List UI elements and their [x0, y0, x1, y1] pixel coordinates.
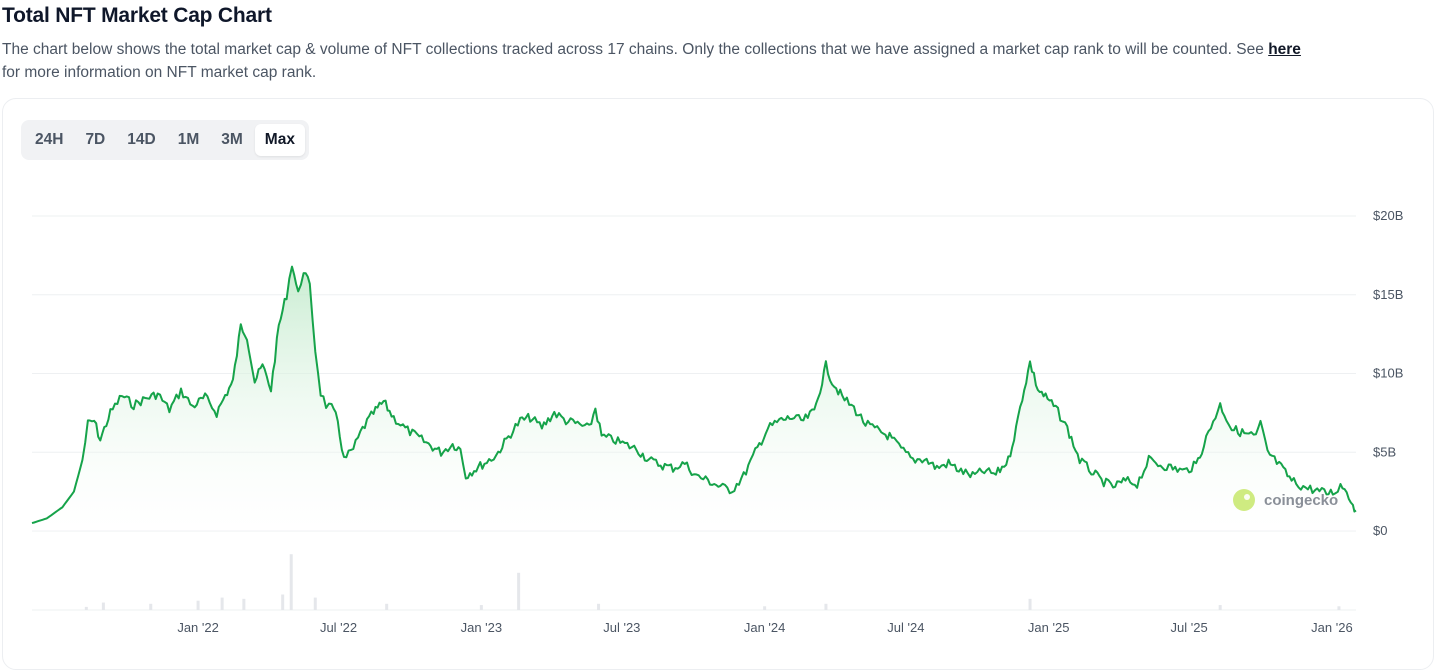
page-title: Total NFT Market Cap Chart — [2, 4, 272, 27]
coingecko-logo-icon — [1233, 489, 1255, 511]
rank-info-link[interactable]: here — [1268, 41, 1301, 58]
y-tick-label: $0 — [1373, 523, 1387, 538]
x-tick-label: Jul '24 — [887, 620, 924, 635]
range-tabs: 24H 7D 14D 1M 3M Max — [21, 120, 309, 160]
tab-7d[interactable]: 7D — [85, 131, 106, 148]
volume-bar — [479, 605, 483, 610]
page-description: The chart below shows the total market c… — [2, 38, 1422, 84]
volume-bar — [517, 572, 521, 610]
x-tick-label: Jan '25 — [1028, 620, 1070, 635]
tab-14d[interactable]: 14D — [127, 131, 156, 148]
volume-bar — [281, 594, 285, 610]
volume-bar — [1218, 605, 1222, 610]
volume-bar — [220, 597, 224, 610]
volume-bar — [597, 603, 601, 610]
volume-bar — [84, 606, 88, 610]
description-text-end: for more information on NFT market cap r… — [2, 64, 317, 81]
volume-bar — [1337, 606, 1341, 610]
tab-1m[interactable]: 1M — [177, 131, 200, 148]
volume-bar — [763, 606, 767, 610]
y-tick-label: $20B — [1373, 208, 1403, 223]
y-tick-label: $10B — [1373, 366, 1403, 381]
volume-bar — [1028, 598, 1032, 610]
description-text: The chart below shows the total market c… — [2, 41, 1264, 58]
volume-bar — [101, 602, 105, 610]
x-tick-label: Jul '22 — [320, 620, 357, 635]
watermark-text: coingecko — [1264, 492, 1338, 509]
volume-bar — [242, 598, 246, 610]
volume-bar — [149, 603, 153, 610]
y-tick-label: $15B — [1373, 287, 1403, 302]
tab-24h[interactable]: 24H — [35, 131, 64, 148]
tab-3m[interactable]: 3M — [221, 131, 243, 148]
x-tick-label: Jan '22 — [177, 620, 219, 635]
volume-bar — [289, 554, 293, 610]
volume-bar — [385, 603, 389, 610]
tab-max[interactable]: Max — [254, 124, 305, 156]
chart-card: 24H 7D 14D 1M 3M Max — [2, 98, 1434, 670]
volume-bar — [824, 603, 828, 610]
x-tick-label: Jul '23 — [603, 620, 640, 635]
x-tick-label: Jan '23 — [461, 620, 503, 635]
volume-bar — [196, 600, 200, 610]
market-cap-chart[interactable]: $0 $5B $10B $15B $20B Jan '22 Jul '22 Jan '23 Ju… — [0, 0, 1434, 652]
x-tick-label: Jul '25 — [1171, 620, 1208, 635]
x-tick-label: Jan '26 — [1311, 620, 1353, 635]
volume-bar — [313, 597, 317, 610]
x-tick-label: Jan '24 — [744, 620, 786, 635]
y-tick-label: $5B — [1373, 444, 1396, 459]
market-cap-area — [32, 266, 1356, 531]
market-cap-line[interactable] — [31, 265, 1357, 525]
coingecko-logo-eye-icon — [1244, 494, 1250, 500]
